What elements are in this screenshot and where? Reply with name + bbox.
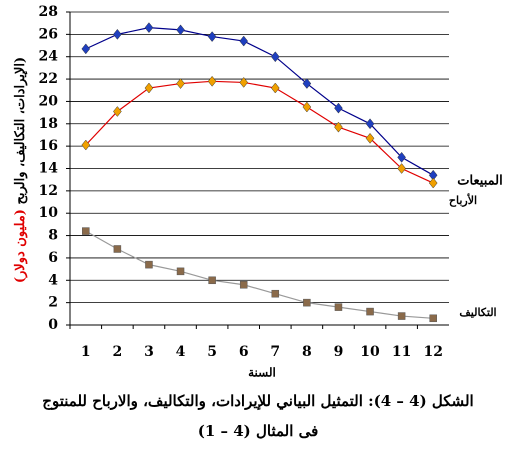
marker [302,101,312,113]
marker [176,267,185,276]
marker [144,82,154,94]
y-tick-label: 8 [48,228,58,244]
marker [397,163,406,174]
marker [428,177,438,189]
series-label: الأرباح [449,193,477,207]
y-tick-label: 22 [39,71,58,87]
x-tick-label: 4 [176,344,186,360]
marker [334,121,343,133]
x-tick-label: 8 [302,344,312,360]
marker [81,139,91,151]
marker [303,298,311,307]
marker [239,281,248,289]
y-tick-label: 26 [39,26,58,42]
marker [397,312,406,320]
x-tick-label: 2 [113,344,123,360]
y-tick-label: 0 [48,317,58,333]
marker [270,51,280,63]
marker [208,276,216,285]
y-tick-label: 10 [39,205,59,221]
marker [207,31,217,42]
marker [176,78,185,89]
y-tick-label: 28 [39,4,58,20]
x-tick-label: 5 [207,344,217,360]
marker [113,106,122,117]
marker [239,35,249,47]
y-tick-label: 20 [39,93,59,109]
y-tick-label: 14 [39,161,59,177]
y-tick-label: 16 [39,138,58,154]
y-tick-label: 24 [39,49,59,65]
marker [397,151,406,163]
marker [365,132,375,144]
marker [429,314,437,323]
marker [82,227,90,235]
x-tick-label: 10 [360,344,380,360]
y-tick-label: 18 [39,116,58,132]
marker [271,289,280,298]
x-tick-label: 7 [270,344,280,360]
series-label: المبيعات [457,174,502,189]
marker [207,75,217,87]
y-tick-label: 4 [48,272,58,288]
caption: فى المثال (4 – 1) [198,422,319,440]
marker [270,82,280,94]
marker [113,28,122,40]
y-tick-label: 2 [48,295,58,311]
x-tick-label: 11 [392,344,411,360]
marker [145,260,153,269]
x-axis-title: السنة [248,366,276,380]
marker [239,77,249,88]
marker [176,24,185,36]
y-tick-label: 6 [48,250,58,266]
y-label-unit: (مليون دولار) [13,209,28,283]
x-tick-label: 3 [144,344,154,360]
y-label: (الإيرادات، التكاليف، والربح [13,57,28,205]
y-axis-title: (الإيرادات، التكاليف، والربح (مليون دولا… [13,57,28,283]
marker [366,307,374,316]
marker [113,245,122,253]
marker [334,303,343,311]
series-line [85,80,434,184]
x-tick-label: 9 [334,344,344,360]
series-line [85,27,434,176]
series-label: التكاليف [459,306,496,319]
marker [144,22,154,34]
x-tick-label: 12 [423,344,442,360]
x-tick-label: 6 [239,344,249,360]
marker [334,102,343,114]
y-tick-label: 12 [39,183,58,199]
marker [302,78,312,89]
x-tick-label: 1 [81,344,91,360]
series-line [85,230,434,319]
marker [365,118,375,130]
caption: الشكل (4 – 4): التمثيل البياني للإيرادات… [42,392,473,411]
marker [81,43,91,55]
